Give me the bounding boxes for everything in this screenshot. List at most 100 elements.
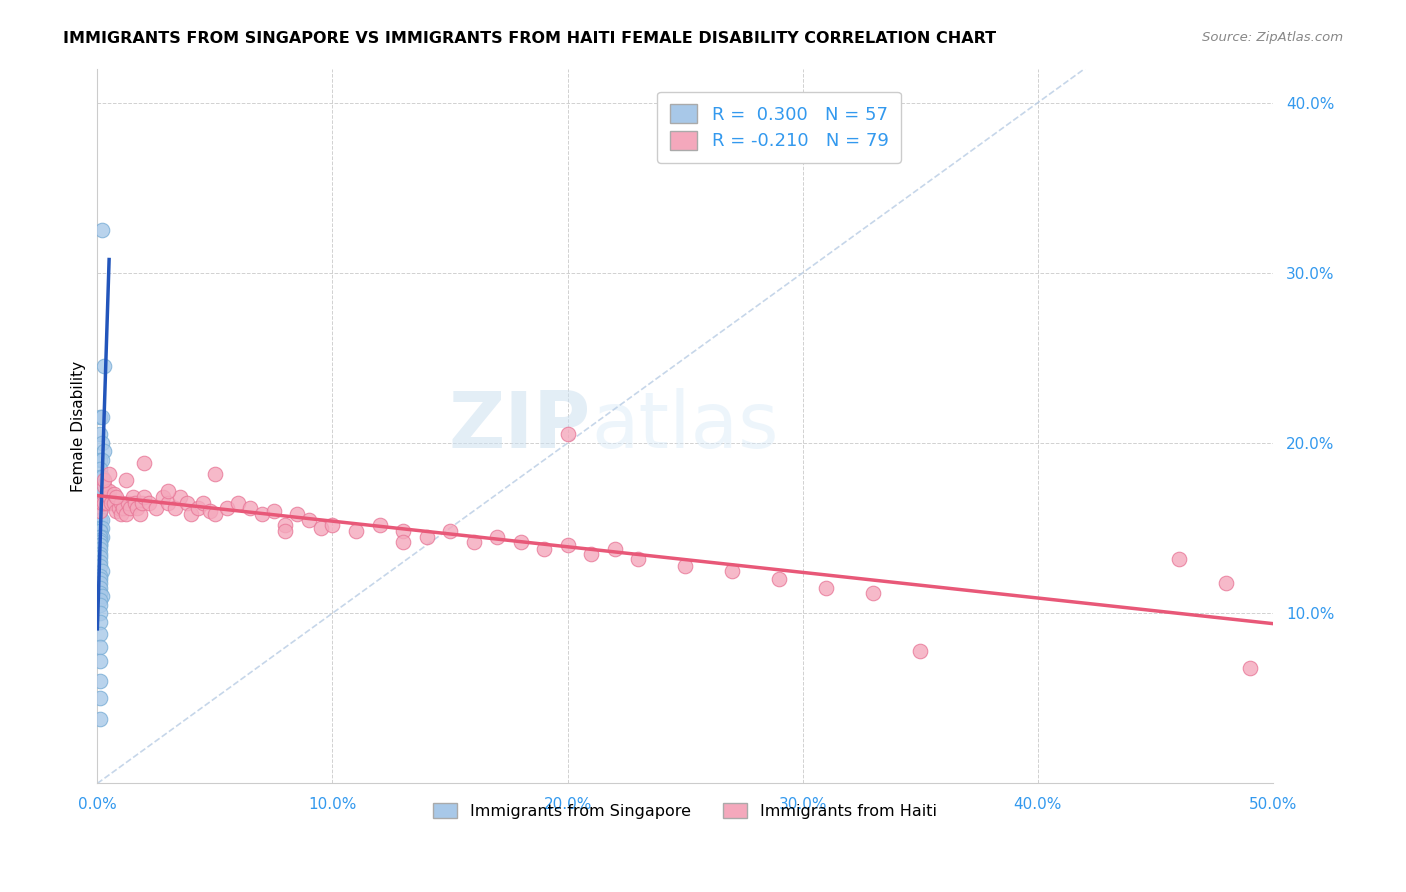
- Point: [145, 500, 167, 515]
- Point: [89, 504, 111, 518]
- Point: [187, 500, 209, 515]
- Point: [89, 512, 111, 526]
- Point: [89, 538, 111, 552]
- Point: [124, 495, 146, 509]
- Point: [89, 555, 111, 569]
- Point: [392, 524, 415, 539]
- Point: [89, 512, 111, 526]
- Point: [579, 547, 602, 561]
- Point: [103, 487, 125, 501]
- Point: [93, 359, 115, 374]
- Point: [298, 512, 321, 526]
- Legend: Immigrants from Singapore, Immigrants from Haiti: Immigrants from Singapore, Immigrants fr…: [427, 797, 943, 825]
- Point: [156, 483, 179, 498]
- Point: [815, 581, 838, 595]
- Point: [91, 512, 114, 526]
- Point: [91, 564, 114, 578]
- Point: [89, 478, 111, 492]
- Point: [98, 467, 121, 481]
- Point: [100, 495, 122, 509]
- Point: [250, 508, 273, 522]
- Point: [89, 640, 111, 655]
- Point: [93, 474, 115, 488]
- Point: [910, 643, 932, 657]
- Point: [134, 491, 156, 505]
- Point: [91, 436, 114, 450]
- Point: [114, 508, 136, 522]
- Point: [112, 500, 135, 515]
- Point: [368, 517, 391, 532]
- Point: [128, 508, 150, 522]
- Point: [91, 495, 114, 509]
- Point: [89, 549, 111, 564]
- Text: Source: ZipAtlas.com: Source: ZipAtlas.com: [1202, 31, 1343, 45]
- Point: [721, 564, 744, 578]
- Point: [98, 483, 121, 498]
- Point: [89, 558, 111, 573]
- Point: [557, 427, 579, 442]
- Point: [110, 508, 132, 522]
- Point: [89, 547, 111, 561]
- Point: [169, 491, 191, 505]
- Point: [486, 530, 509, 544]
- Point: [204, 467, 226, 481]
- Point: [89, 521, 111, 535]
- Point: [89, 568, 111, 582]
- Point: [89, 534, 111, 549]
- Point: [89, 470, 111, 484]
- Point: [321, 517, 343, 532]
- Point: [309, 521, 332, 535]
- Text: atlas: atlas: [591, 388, 779, 464]
- Point: [89, 427, 111, 442]
- Point: [138, 495, 160, 509]
- Point: [96, 495, 118, 509]
- Point: [105, 504, 128, 518]
- Point: [862, 586, 884, 600]
- Point: [91, 478, 114, 492]
- Point: [91, 495, 114, 509]
- Point: [103, 495, 125, 509]
- Point: [239, 500, 262, 515]
- Point: [89, 575, 111, 590]
- Point: [105, 491, 128, 505]
- Point: [91, 223, 114, 237]
- Point: [176, 495, 198, 509]
- Point: [768, 572, 790, 586]
- Point: [263, 504, 285, 518]
- Point: [89, 495, 111, 509]
- Point: [89, 533, 111, 547]
- Point: [1168, 551, 1191, 566]
- Point: [120, 500, 142, 515]
- Point: [89, 654, 111, 668]
- Point: [156, 495, 179, 509]
- Point: [415, 530, 437, 544]
- Point: [274, 524, 297, 539]
- Point: [627, 551, 650, 566]
- Point: [673, 558, 696, 573]
- Point: [89, 504, 111, 518]
- Point: [89, 606, 111, 620]
- Point: [89, 674, 111, 689]
- Point: [91, 470, 114, 484]
- Point: [89, 541, 111, 556]
- Point: [89, 461, 111, 475]
- Point: [91, 530, 114, 544]
- Point: [89, 504, 111, 518]
- Point: [114, 474, 136, 488]
- Point: [89, 410, 111, 425]
- Point: [91, 589, 114, 603]
- Point: [98, 491, 121, 505]
- Text: IMMIGRANTS FROM SINGAPORE VS IMMIGRANTS FROM HAITI FEMALE DISABILITY CORRELATION: IMMIGRANTS FROM SINGAPORE VS IMMIGRANTS …: [63, 31, 997, 46]
- Point: [603, 541, 626, 556]
- Point: [110, 495, 132, 509]
- Point: [89, 524, 111, 539]
- Point: [117, 495, 139, 509]
- Point: [89, 598, 111, 612]
- Point: [89, 524, 111, 539]
- Point: [463, 534, 485, 549]
- Point: [131, 495, 153, 509]
- Point: [1215, 575, 1237, 590]
- Point: [127, 500, 149, 515]
- Text: ZIP: ZIP: [449, 388, 591, 464]
- Point: [89, 538, 111, 552]
